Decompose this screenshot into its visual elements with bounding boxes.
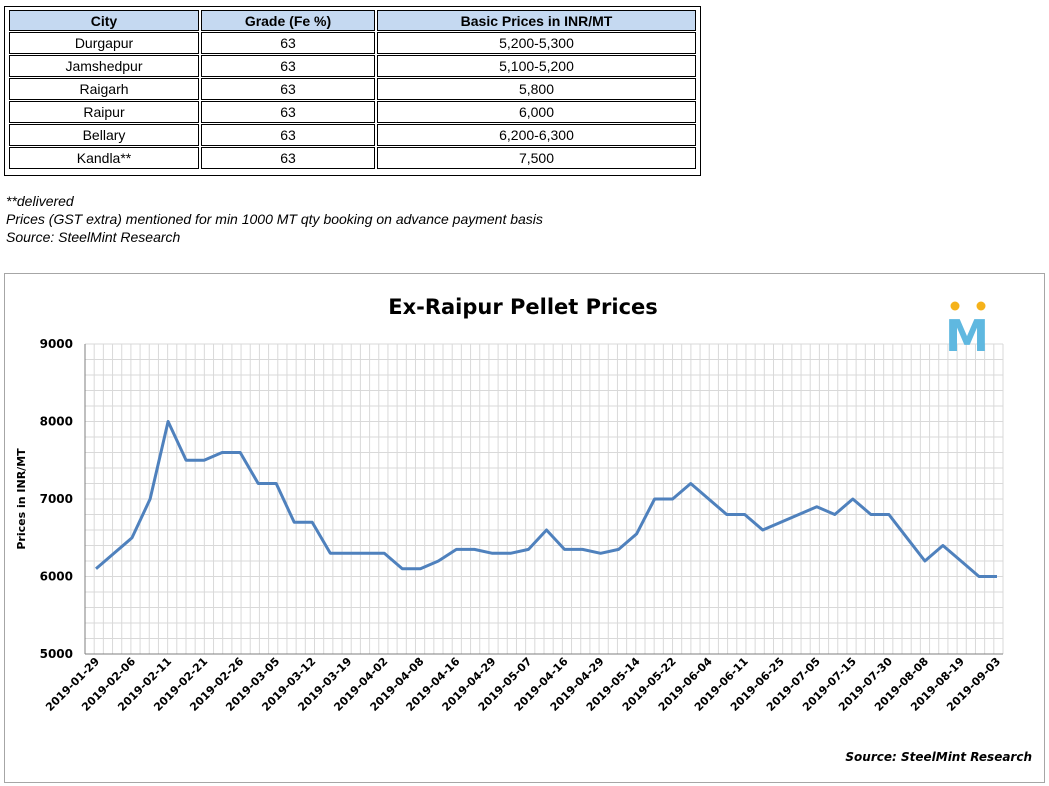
note-delivered: **delivered (6, 193, 74, 209)
cell-price: 5,100-5,200 (377, 55, 696, 77)
cell-grade: 63 (201, 124, 375, 146)
header-city: City (9, 10, 199, 31)
cell-city: Durgapur (9, 32, 199, 54)
table-row: Raipur 63 6,000 (9, 101, 696, 123)
header-grade: Grade (Fe %) (201, 10, 375, 31)
logo-dot-left (950, 301, 960, 311)
chart-title: Ex-Raipur Pellet Prices (388, 295, 658, 319)
price-line (95, 420, 997, 578)
cell-grade: 63 (201, 147, 375, 169)
logo-dot-right (976, 301, 986, 311)
price-table: City Grade (Fe %) Basic Prices in INR/MT… (4, 6, 701, 176)
notes: **delivered Prices (GST extra) mentioned… (6, 192, 543, 246)
y-tick-labels: 5000 6000 7000 8000 9000 (40, 337, 73, 661)
y-axis-label: Prices in INR/MT (15, 448, 28, 550)
cell-price: 7,500 (377, 147, 696, 169)
cell-grade: 63 (201, 55, 375, 77)
cell-city: Jamshedpur (9, 55, 199, 77)
header-price: Basic Prices in INR/MT (377, 10, 696, 31)
cell-city: Bellary (9, 124, 199, 146)
y-tick-label: 5000 (40, 647, 73, 661)
cell-price: 5,200-5,300 (377, 32, 696, 54)
y-tick-label: 9000 (40, 337, 73, 351)
cell-city: Kandla** (9, 147, 199, 169)
logo-letter: M (945, 311, 989, 362)
table-row: Kandla** 63 7,500 (9, 147, 696, 169)
chart-source: Source: SteelMint Research (845, 750, 1032, 764)
price-grid: City Grade (Fe %) Basic Prices in INR/MT… (7, 9, 698, 170)
x-tick-labels: 2019-01-292019-02-062019-02-112019-02-21… (43, 655, 1003, 714)
table-row: Raigarh 63 5,800 (9, 78, 696, 100)
price-series (95, 420, 997, 578)
table-row: Jamshedpur 63 5,100-5,200 (9, 55, 696, 77)
note-source: Source: SteelMint Research (6, 229, 181, 245)
table-row: Durgapur 63 5,200-5,300 (9, 32, 696, 54)
y-tick-label: 6000 (40, 570, 73, 584)
table-header-row: City Grade (Fe %) Basic Prices in INR/MT (9, 10, 696, 31)
cell-price: 6,200-6,300 (377, 124, 696, 146)
chart-frame (4, 273, 1045, 783)
cell-grade: 63 (201, 101, 375, 123)
cell-city: Raigarh (9, 78, 199, 100)
chart-grid (84, 343, 1004, 655)
cell-city: Raipur (9, 101, 199, 123)
steelmint-logo-icon: M (945, 301, 989, 362)
y-tick-label: 8000 (40, 415, 73, 429)
cell-grade: 63 (201, 32, 375, 54)
cell-price: 5,800 (377, 78, 696, 100)
chart-axes (84, 344, 1003, 655)
note-gst: Prices (GST extra) mentioned for min 100… (6, 211, 543, 227)
cell-price: 6,000 (377, 101, 696, 123)
y-tick-label: 7000 (40, 492, 73, 506)
table-row: Bellary 63 6,200-6,300 (9, 124, 696, 146)
cell-grade: 63 (201, 78, 375, 100)
